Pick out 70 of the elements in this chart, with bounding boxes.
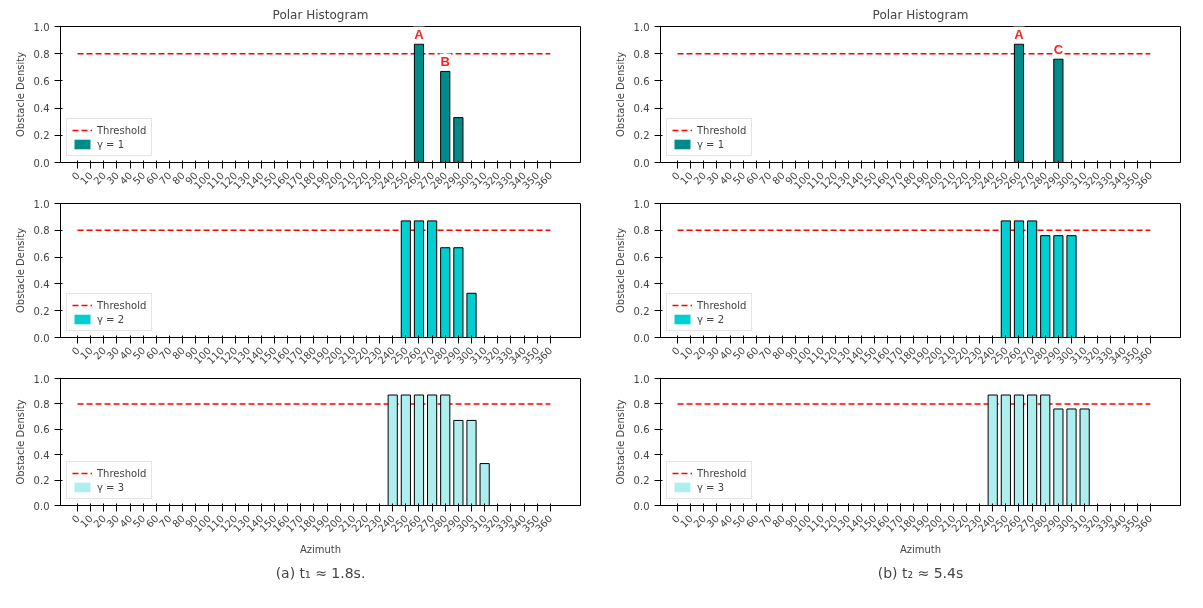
- y-tick-label: 0.6: [33, 252, 50, 264]
- text: (b) t₂ ≈ 5.4s: [877, 564, 964, 581]
- y-tick-label: 1.0: [33, 198, 50, 210]
- x-tick-label: 30: [104, 512, 122, 530]
- y-axis-title: Obstacle Density: [14, 399, 26, 485]
- y-tick-label: 1.0: [633, 198, 650, 210]
- y-tick-label: 0.2: [33, 475, 50, 487]
- y-tick-label: 0.8: [633, 48, 650, 60]
- y-tick-label: 0.0: [633, 500, 650, 512]
- y-tick-label: 0.4: [33, 278, 50, 290]
- legend-label: γ = 3: [97, 481, 125, 493]
- y-tick-label: 0.8: [633, 225, 650, 237]
- y-tick-label: 0.8: [33, 225, 50, 237]
- x-tick-label: 30: [704, 169, 722, 187]
- legend-label: Threshold: [97, 124, 147, 136]
- y-axis-title: Obstacle Density: [614, 227, 626, 314]
- y-tick-label: 0.0: [633, 157, 650, 169]
- legend-label: γ = 1: [697, 138, 725, 150]
- y-tick-label: 0.4: [633, 278, 650, 290]
- y-tick-label: 0.4: [633, 103, 650, 115]
- y-tick-label: 1.0: [633, 21, 650, 33]
- y-tick-label: 0.8: [33, 398, 50, 410]
- y-axis-title: Obstacle Density: [14, 51, 26, 138]
- annotation: B: [440, 54, 450, 70]
- y-tick-label: 0.8: [33, 48, 50, 60]
- y-tick-label: 0.2: [633, 475, 650, 487]
- y-axis-title: Obstacle Density: [14, 227, 26, 314]
- y-tick-label: 0.6: [633, 75, 650, 87]
- legend-label: γ = 1: [97, 138, 125, 150]
- legend-label: γ = 2: [97, 313, 125, 325]
- y-axis-title: Obstacle Density: [614, 51, 626, 138]
- y-tick-label: 0.6: [33, 424, 50, 436]
- legend-label: γ = 3: [697, 481, 725, 493]
- legend-label: γ = 2: [697, 313, 725, 325]
- y-tick-label: 0.2: [33, 305, 50, 317]
- legend-label: Threshold: [697, 124, 747, 136]
- y-tick-label: 0.0: [33, 157, 50, 169]
- x-axis-title: Azimuth: [899, 543, 942, 555]
- y-tick-label: 1.0: [33, 21, 50, 33]
- legend-label: Threshold: [697, 467, 747, 479]
- x-tick-label: 30: [704, 512, 722, 530]
- legend-label: Threshold: [97, 467, 147, 479]
- y-tick-label: 0.0: [33, 332, 50, 344]
- annotation: A: [1014, 27, 1025, 43]
- y-tick-label: 1.0: [33, 373, 50, 385]
- y-axis-title: Obstacle Density: [614, 399, 626, 485]
- chart-title: Polar Histogram: [872, 7, 969, 22]
- y-tick-label: 0.8: [633, 398, 650, 410]
- legend-label: Threshold: [97, 299, 147, 311]
- y-tick-label: 0.0: [33, 500, 50, 512]
- y-tick-label: 0.4: [33, 449, 50, 461]
- y-tick-label: 0.6: [633, 424, 650, 436]
- x-tick-label: 30: [104, 169, 122, 187]
- y-tick-label: 0.0: [633, 332, 650, 344]
- y-tick-label: 0.6: [633, 252, 650, 264]
- y-tick-label: 0.2: [33, 130, 50, 142]
- y-tick-label: 0.4: [33, 103, 50, 115]
- y-tick-label: 0.6: [33, 75, 50, 87]
- text: (a) t₁ ≈ 1.8s.: [275, 564, 366, 581]
- annotation: A: [414, 27, 425, 43]
- chart-title: Polar Histogram: [272, 7, 369, 22]
- y-tick-label: 0.4: [633, 449, 650, 461]
- x-tick-label: 30: [704, 344, 722, 362]
- x-axis-title: Azimuth: [299, 543, 342, 555]
- annotation: C: [1053, 42, 1064, 58]
- y-tick-label: 1.0: [633, 373, 650, 385]
- x-tick-label: 30: [104, 344, 122, 362]
- y-tick-label: 0.2: [633, 130, 650, 142]
- legend-label: Threshold: [697, 299, 747, 311]
- y-tick-label: 0.2: [633, 305, 650, 317]
